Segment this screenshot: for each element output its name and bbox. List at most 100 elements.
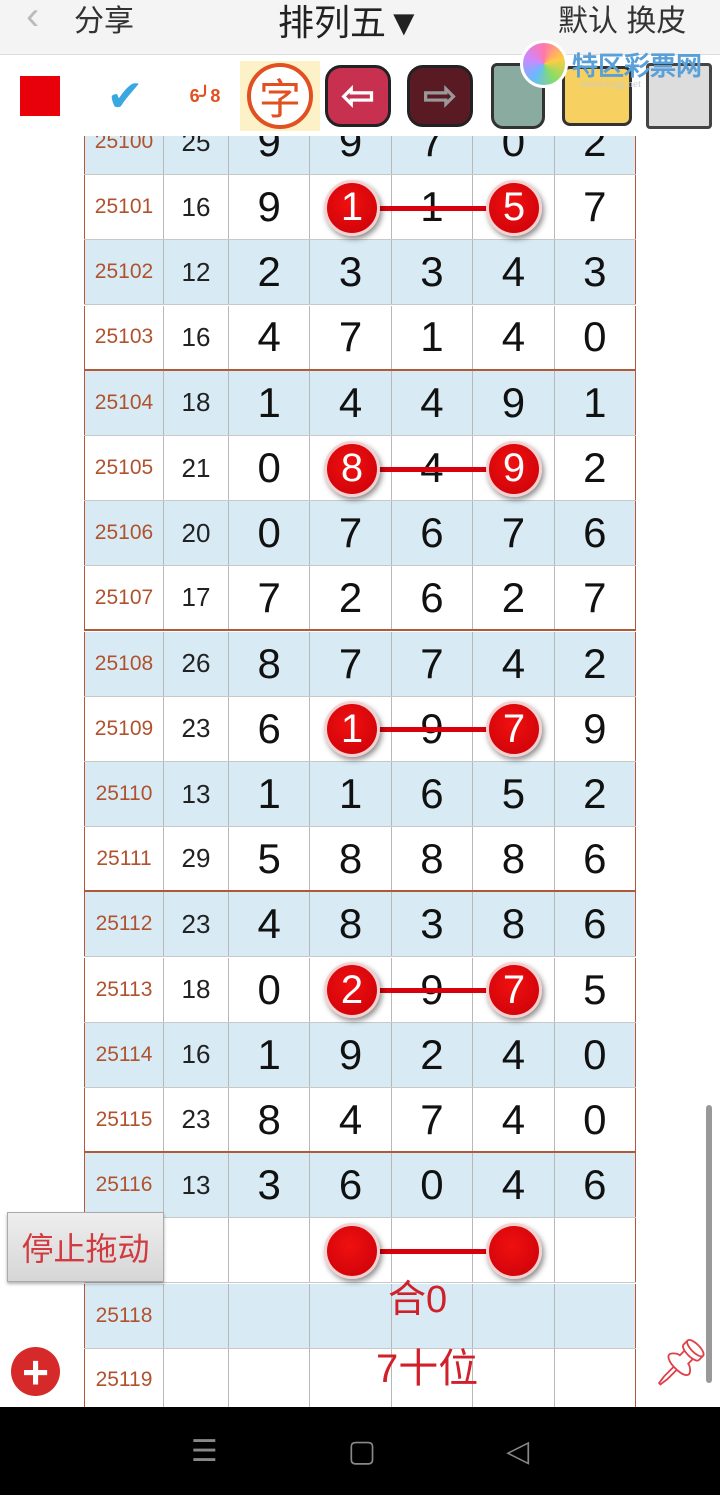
digit-cell: 6 [555,827,636,891]
digit-cell: 5 [555,957,636,1022]
sum-cell: 16 [164,305,229,369]
issue-cell: 25110 [84,762,164,826]
table-row: 2511318095 [84,957,636,1023]
digit-cell: 6 [392,501,474,566]
scrollbar[interactable] [706,1105,712,1383]
digit-cell: 9 [229,175,311,240]
digit-cell: 0 [392,1153,474,1218]
home-icon[interactable]: ▢ [347,1434,377,1468]
redo-button[interactable]: ⇨ [405,61,475,131]
issue-cell: 25101 [84,175,164,240]
digit-cell: 8 [473,892,555,957]
menu-icon[interactable]: ☰ [190,1434,218,1468]
digit-cell: 6 [555,501,636,566]
digit-cell: 4 [473,1088,555,1151]
digit-cell: 6 [229,696,311,761]
digit-cell: 8 [229,1088,311,1151]
save-button[interactable] [644,61,714,131]
issue-cell: 25113 [84,957,164,1022]
digit-cell: 2 [229,240,311,305]
arrow-right-icon: ⇨ [407,65,473,127]
add-plus-icon[interactable]: + [11,1347,60,1396]
highlight-ball[interactable]: 7 [486,962,542,1019]
table-row: 25103 16 4 7 1 4 0 [84,305,636,371]
gallery-button[interactable] [562,61,632,131]
share-button[interactable]: 分享 [74,5,134,38]
digit-cell: 1 [229,762,311,826]
digit-cell: 6 [310,1153,392,1218]
table-row: 25102 12 2 3 3 4 3 [84,240,636,306]
digit-cell: 7 [229,566,311,630]
table-row: 2510923699 [84,696,636,762]
floppy-disk-icon [646,63,712,129]
sum-cell: 23 [164,892,229,957]
digit-cell: 2 [310,566,392,630]
highlight-ball[interactable]: 1 [324,179,380,236]
link-line [352,988,514,994]
digit-cell: 9 [310,1022,392,1087]
digit-cell: 1 [310,762,392,826]
link-tool-button[interactable]: 6╯8 [170,61,240,131]
link-line [352,727,514,733]
red-square-icon [20,76,60,116]
issue-cell: 25111 [84,827,164,891]
digit-cell: 2 [473,566,555,630]
digit-cell: 0 [555,1088,636,1151]
sum-cell [164,1218,229,1283]
digit-cell: 6 [555,892,636,957]
table-row: 25106 20 0 7 6 7 6 [84,501,636,567]
highlight-ball[interactable]: 2 [324,962,380,1019]
highlight-ball[interactable]: 5 [486,179,542,236]
issue-cell: 25106 [84,501,164,566]
lottery-type-dropdown[interactable]: 排列五▼ [278,2,422,43]
sum-cell: 29 [164,827,229,891]
digit-cell: 3 [310,240,392,305]
issue-cell: 25104 [84,370,164,435]
issue-cell: 25105 [84,436,164,500]
table-row: 25110 13 1 1 6 5 2 [84,762,636,827]
digit-cell: 6 [555,1153,636,1218]
highlight-ball[interactable]: 9 [486,440,542,497]
back-chevron-icon[interactable]: ‹ [26,0,40,38]
color-square-button[interactable] [5,61,75,131]
digit-cell: 8 [473,827,555,891]
check-tool-button[interactable]: ✔ [90,61,160,131]
digit-cell: 3 [229,1153,311,1218]
digit-cell [310,1348,392,1412]
digit-cell [473,1283,555,1348]
issue-cell: 25114 [84,1022,164,1087]
sum-cell: 13 [164,1153,229,1218]
sum-cell: 21 [164,436,229,500]
highlight-ball[interactable]: 1 [324,701,380,758]
digit-cell: 1 [229,1022,311,1087]
digit-cell: 5 [473,762,555,826]
highlight-ball[interactable] [324,1223,380,1279]
digit-cell: 9 [473,370,555,435]
stop-drag-button[interactable]: 停止拖动 [7,1212,164,1282]
link-line [352,466,514,472]
highlight-ball[interactable]: 7 [486,701,542,758]
text-tool-button[interactable]: 字 [240,61,320,131]
back-triangle-icon[interactable]: ◁ [506,1434,530,1468]
sum-cell [164,1348,229,1412]
skin-button[interactable]: 默认 换皮 [558,5,687,38]
digit-cell: 8 [310,827,392,891]
sum-cell: 18 [164,370,229,435]
table-row: 25104 18 1 4 4 9 1 [84,370,636,436]
digit-cell: 4 [473,631,555,696]
digit-cell: 5 [229,827,311,891]
highlight-ball[interactable]: 8 [324,440,380,497]
undo-button[interactable]: ⇦ [323,61,393,131]
table-row: 25112 23 4 8 3 8 6 [84,892,636,958]
digit-cell: 8 [229,631,311,696]
digit-cell: 4 [392,370,474,435]
pin-icon[interactable]: 📌︎ [652,1336,711,1388]
table-row: 25119 [84,1348,636,1414]
highlight-ball[interactable] [486,1223,542,1279]
digit-cell: 9 [555,696,636,761]
position-annotation: 7十位 [376,1347,479,1391]
digit-cell [555,1218,636,1283]
digit-cell [473,696,555,761]
table-row: 25116 13 3 6 0 4 6 [84,1153,636,1219]
digit-cell: 7 [310,501,392,566]
